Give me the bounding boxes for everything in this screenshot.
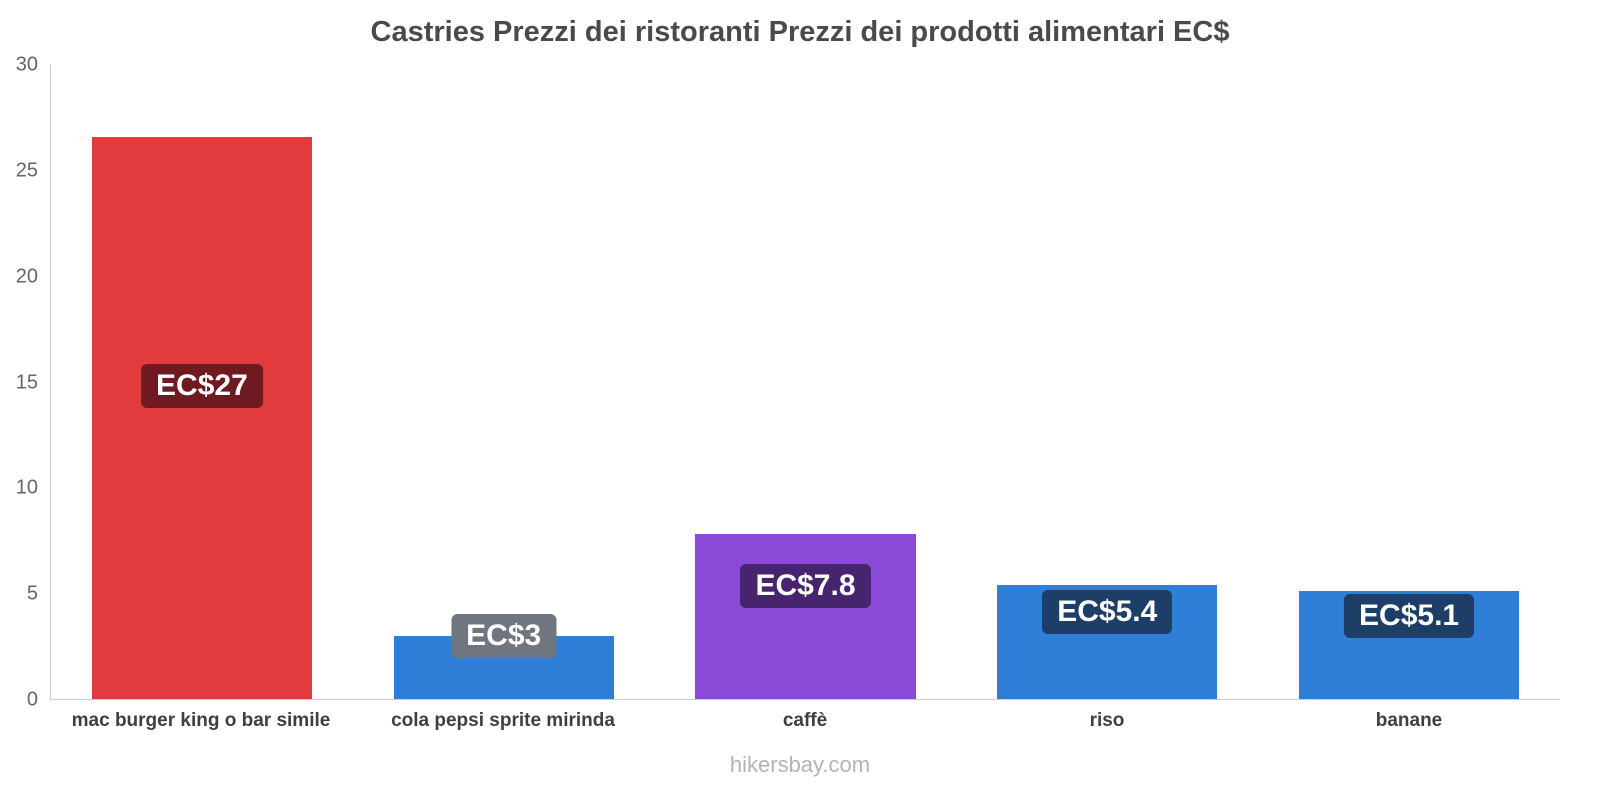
bar-slot: EC$3 [353, 65, 655, 699]
y-axis: 0 5 10 15 20 25 30 [0, 54, 42, 711]
bar-slot: EC$5.4 [956, 65, 1258, 699]
y-tick-label: 10 [15, 476, 38, 499]
y-tick-label: 30 [15, 53, 38, 76]
bar [91, 136, 313, 699]
x-category-label: mac burger king o bar simile [71, 710, 331, 731]
chart-title: Castries Prezzi dei ristoranti Prezzi de… [370, 16, 1230, 48]
watermark-text: hikersbay.com [729, 752, 871, 777]
x-category-label: riso [1089, 710, 1125, 731]
x-axis: mac burger king o bar simile cola pepsi s… [50, 710, 1560, 732]
bar-value-label: EC$27 [141, 364, 263, 409]
bar [695, 534, 916, 699]
x-category-label: caffè [782, 710, 828, 731]
bar-slot: EC$5.1 [1258, 65, 1560, 699]
y-tick-label: 0 [26, 688, 38, 711]
bar-value-label: EC$7.8 [740, 563, 871, 608]
x-category-label: cola pepsi sprite mirinda [391, 710, 615, 731]
bar-value-label: EC$5.1 [1344, 593, 1475, 638]
y-tick-label: 15 [15, 371, 38, 393]
chart: 0 5 10 15 20 25 30 EC$27 EC$3 EC$7.8 EC$5.4 EC$5.1 [16, 54, 1560, 711]
bar-value-label: EC$5.4 [1042, 590, 1173, 635]
x-category-label: banane [1375, 710, 1443, 731]
y-tick-label: 5 [26, 582, 38, 605]
y-tick-label: 20 [15, 265, 38, 288]
y-tick-label: 25 [15, 159, 38, 182]
bar-slot: EC$7.8 [655, 65, 957, 699]
bar-value-label: EC$3 [451, 613, 557, 658]
plot-area: EC$27 EC$3 EC$7.8 EC$5.4 EC$5.1 [50, 65, 1560, 700]
bar-slot: EC$27 [51, 65, 353, 699]
